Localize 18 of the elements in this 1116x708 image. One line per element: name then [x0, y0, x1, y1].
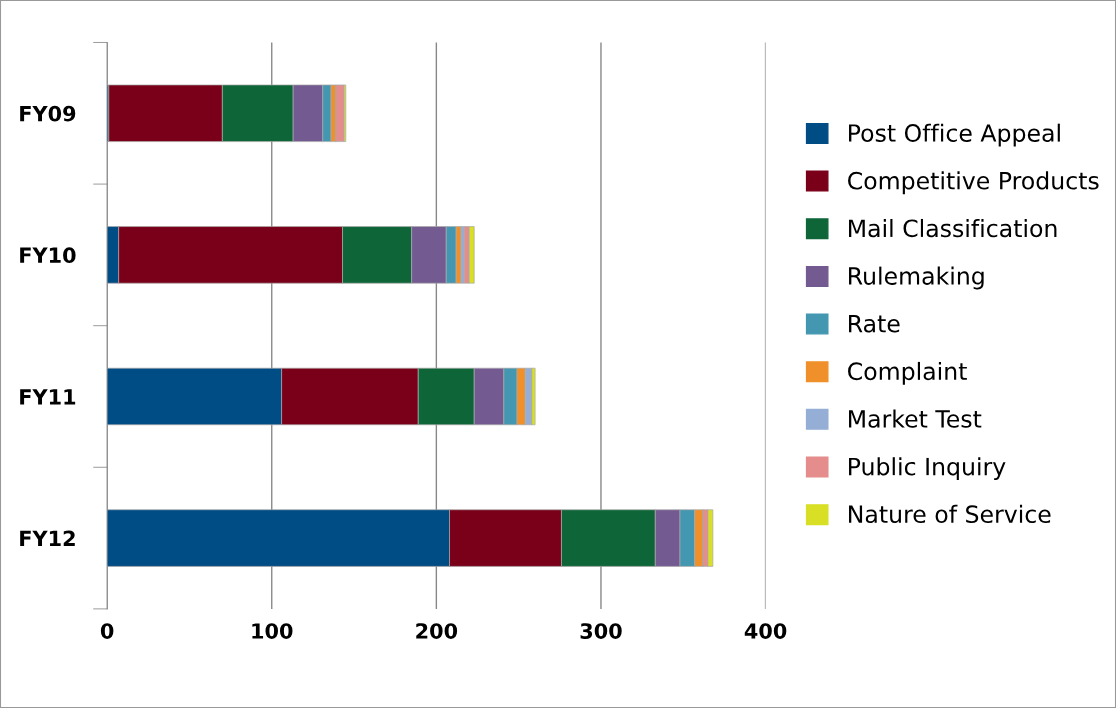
x-tick-label: 100	[252, 623, 293, 639]
legend-label: Rate	[849, 314, 900, 333]
legend-label: Mail Classification	[849, 218, 1057, 238]
legend-label: Market Test	[849, 409, 982, 428]
legend-label: Competitive Products	[848, 171, 1099, 195]
y-tick-label: FY12	[20, 530, 75, 546]
y-tick-label: FY09	[20, 105, 76, 122]
legend-label: Nature of Service	[849, 504, 1051, 524]
legend-label: Public Inquiry	[849, 457, 1006, 481]
y-tick-label: FY10	[20, 247, 76, 264]
x-tick-label: 300	[580, 623, 622, 639]
legend-label: Rulemaking	[849, 266, 984, 290]
x-tick-label: 400	[744, 623, 787, 639]
x-tick-label: 200	[416, 623, 458, 639]
legend-label: Complaint	[848, 361, 967, 385]
legend-label: Post Office Appeal	[849, 123, 1060, 147]
x-tick-label: 0	[100, 623, 114, 639]
y-tick-label: FY11	[20, 389, 76, 405]
